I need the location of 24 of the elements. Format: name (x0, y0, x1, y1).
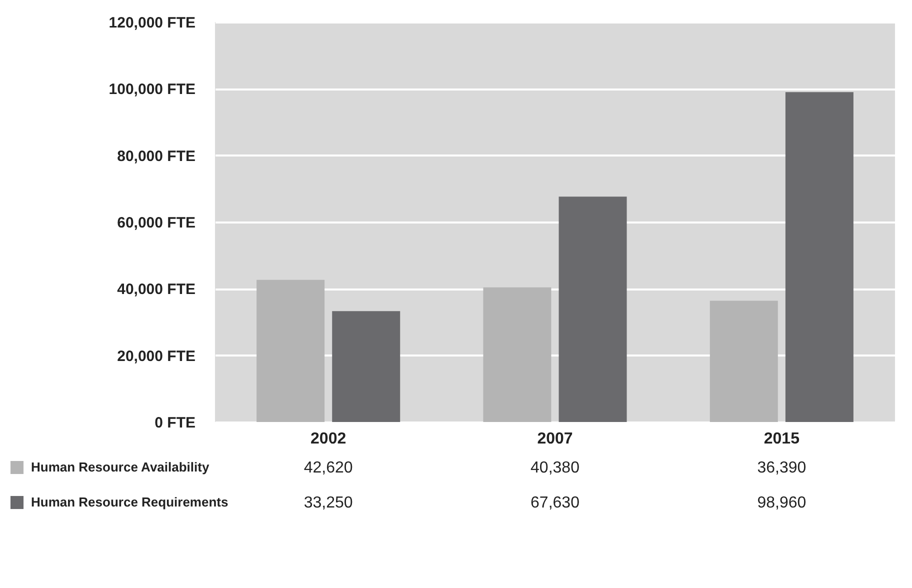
y-tick-label: 100,000 FTE (108, 81, 196, 98)
y-tick-label: 0 FTE (154, 414, 196, 432)
y-tick-label: 40,000 FTE (117, 281, 196, 298)
bar (332, 311, 400, 422)
data-label: 98,960 (757, 494, 806, 512)
y-tick-label: 60,000 FTE (117, 214, 196, 232)
data-label: 40,380 (530, 460, 580, 476)
bar (483, 287, 552, 422)
y-tick-label: 20,000 FTE (117, 348, 196, 365)
data-label: 36,390 (757, 460, 806, 476)
bar (710, 300, 778, 422)
legend-label: Human Resource Requirements (31, 494, 228, 510)
data-label: 42,620 (304, 460, 353, 476)
bar (785, 92, 854, 422)
x-tick-label: 2015 (764, 430, 800, 448)
x-tick-label: 2002 (310, 430, 346, 448)
legend-label: Human Resource Availability (31, 460, 210, 474)
data-label: 33,250 (304, 494, 353, 512)
y-tick-label: 80,000 FTE (117, 148, 196, 165)
bar (558, 196, 627, 422)
x-tick-label: 2007 (537, 430, 573, 448)
bar (256, 280, 325, 422)
data-label: 67,630 (530, 494, 580, 512)
y-tick-label: 120,000 FTE (108, 14, 196, 32)
